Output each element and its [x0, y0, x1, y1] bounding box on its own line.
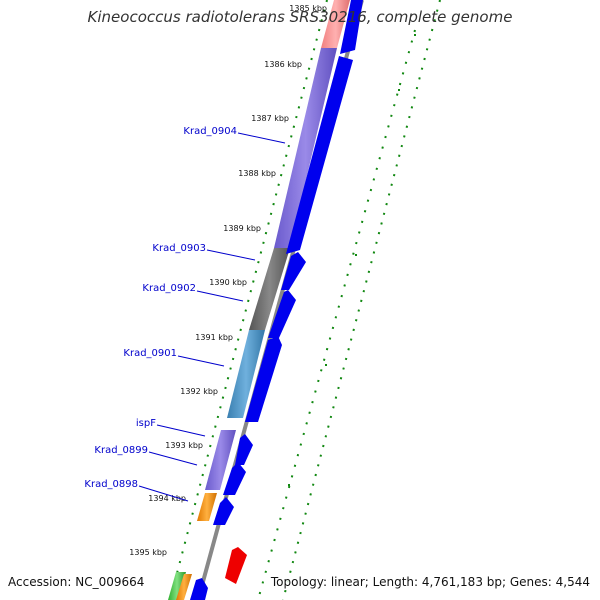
feature-strip-ispf-krad0899: [205, 430, 236, 490]
cds-arrow-top: [340, 0, 363, 54]
feature-strip-krad0904: [274, 48, 337, 248]
kbp-tick-label: 1391 kbp: [195, 333, 233, 342]
cds-arrow-bottom: [190, 578, 208, 600]
cds-arrow-ispf: [235, 434, 253, 465]
kbp-tick-label: 1394 kbp: [148, 494, 186, 503]
kbp-tick-label: 1393 kbp: [165, 441, 203, 450]
kbp-tick-label: 1386 kbp: [264, 60, 302, 69]
cds-arrow-krad0904: [286, 56, 353, 254]
gene-label-krad0904[interactable]: Krad_0904: [183, 126, 237, 137]
kbp-tick-label: 1392 kbp: [180, 387, 218, 396]
cds-arrow-krad0902: [268, 290, 296, 338]
genome-summary: Topology: linear; Length: 4,761,183 bp; …: [270, 574, 590, 590]
feature-strip-orange-bottom: [176, 574, 192, 600]
feature-strip-krad0901: [227, 330, 265, 418]
gene-label-krad0903[interactable]: Krad_0903: [152, 243, 206, 254]
feature-strip-red: [321, 0, 350, 48]
genome-title: Kineococcus radiotolerans SRS30216, comp…: [87, 8, 513, 26]
kbp-tick-label: 1388 kbp: [238, 169, 276, 178]
feature-strip-krad0903-0902: [249, 248, 290, 330]
gene-label-krad0899[interactable]: Krad_0899: [94, 445, 148, 456]
dotted-track-right-1: [282, 0, 441, 600]
right-track-markers: [288, 34, 416, 486]
cds-arrow-red: [225, 547, 247, 584]
cds-arrow-krad0898: [213, 497, 234, 525]
feature-strip-green: [168, 572, 186, 600]
gene-label-ispf[interactable]: ispF: [136, 418, 156, 429]
kbp-tick-label: 1389 kbp: [223, 224, 261, 233]
kbp-tick-label: 1385 kbp: [289, 4, 327, 13]
dotted-track-left: [169, 0, 328, 600]
gene-labels: Krad_0904 Krad_0903 Krad_0902 Krad_0901 …: [84, 126, 237, 490]
accession-label: Accession: NC_009664: [8, 574, 145, 590]
gene-label-krad0901[interactable]: Krad_0901: [123, 348, 177, 359]
feature-strip-krad0898: [197, 493, 217, 521]
kbp-tick-label: 1395 kbp: [129, 548, 167, 557]
kbp-axis: 1385 kbp 1386 kbp 1387 kbp 1388 kbp 1389…: [129, 4, 327, 557]
kbp-tick-label: 1390 kbp: [209, 278, 247, 287]
cds-arrow-krad0899: [223, 462, 246, 495]
gene-label-krad0902[interactable]: Krad_0902: [142, 283, 196, 294]
gene-leader-lines: [138, 132, 286, 502]
kbp-tick-label: 1387 kbp: [251, 114, 289, 123]
cds-arrow-krad0901: [245, 336, 282, 422]
cds-arrow-krad0903: [281, 252, 306, 290]
gene-label-krad0898[interactable]: Krad_0898: [84, 479, 138, 490]
